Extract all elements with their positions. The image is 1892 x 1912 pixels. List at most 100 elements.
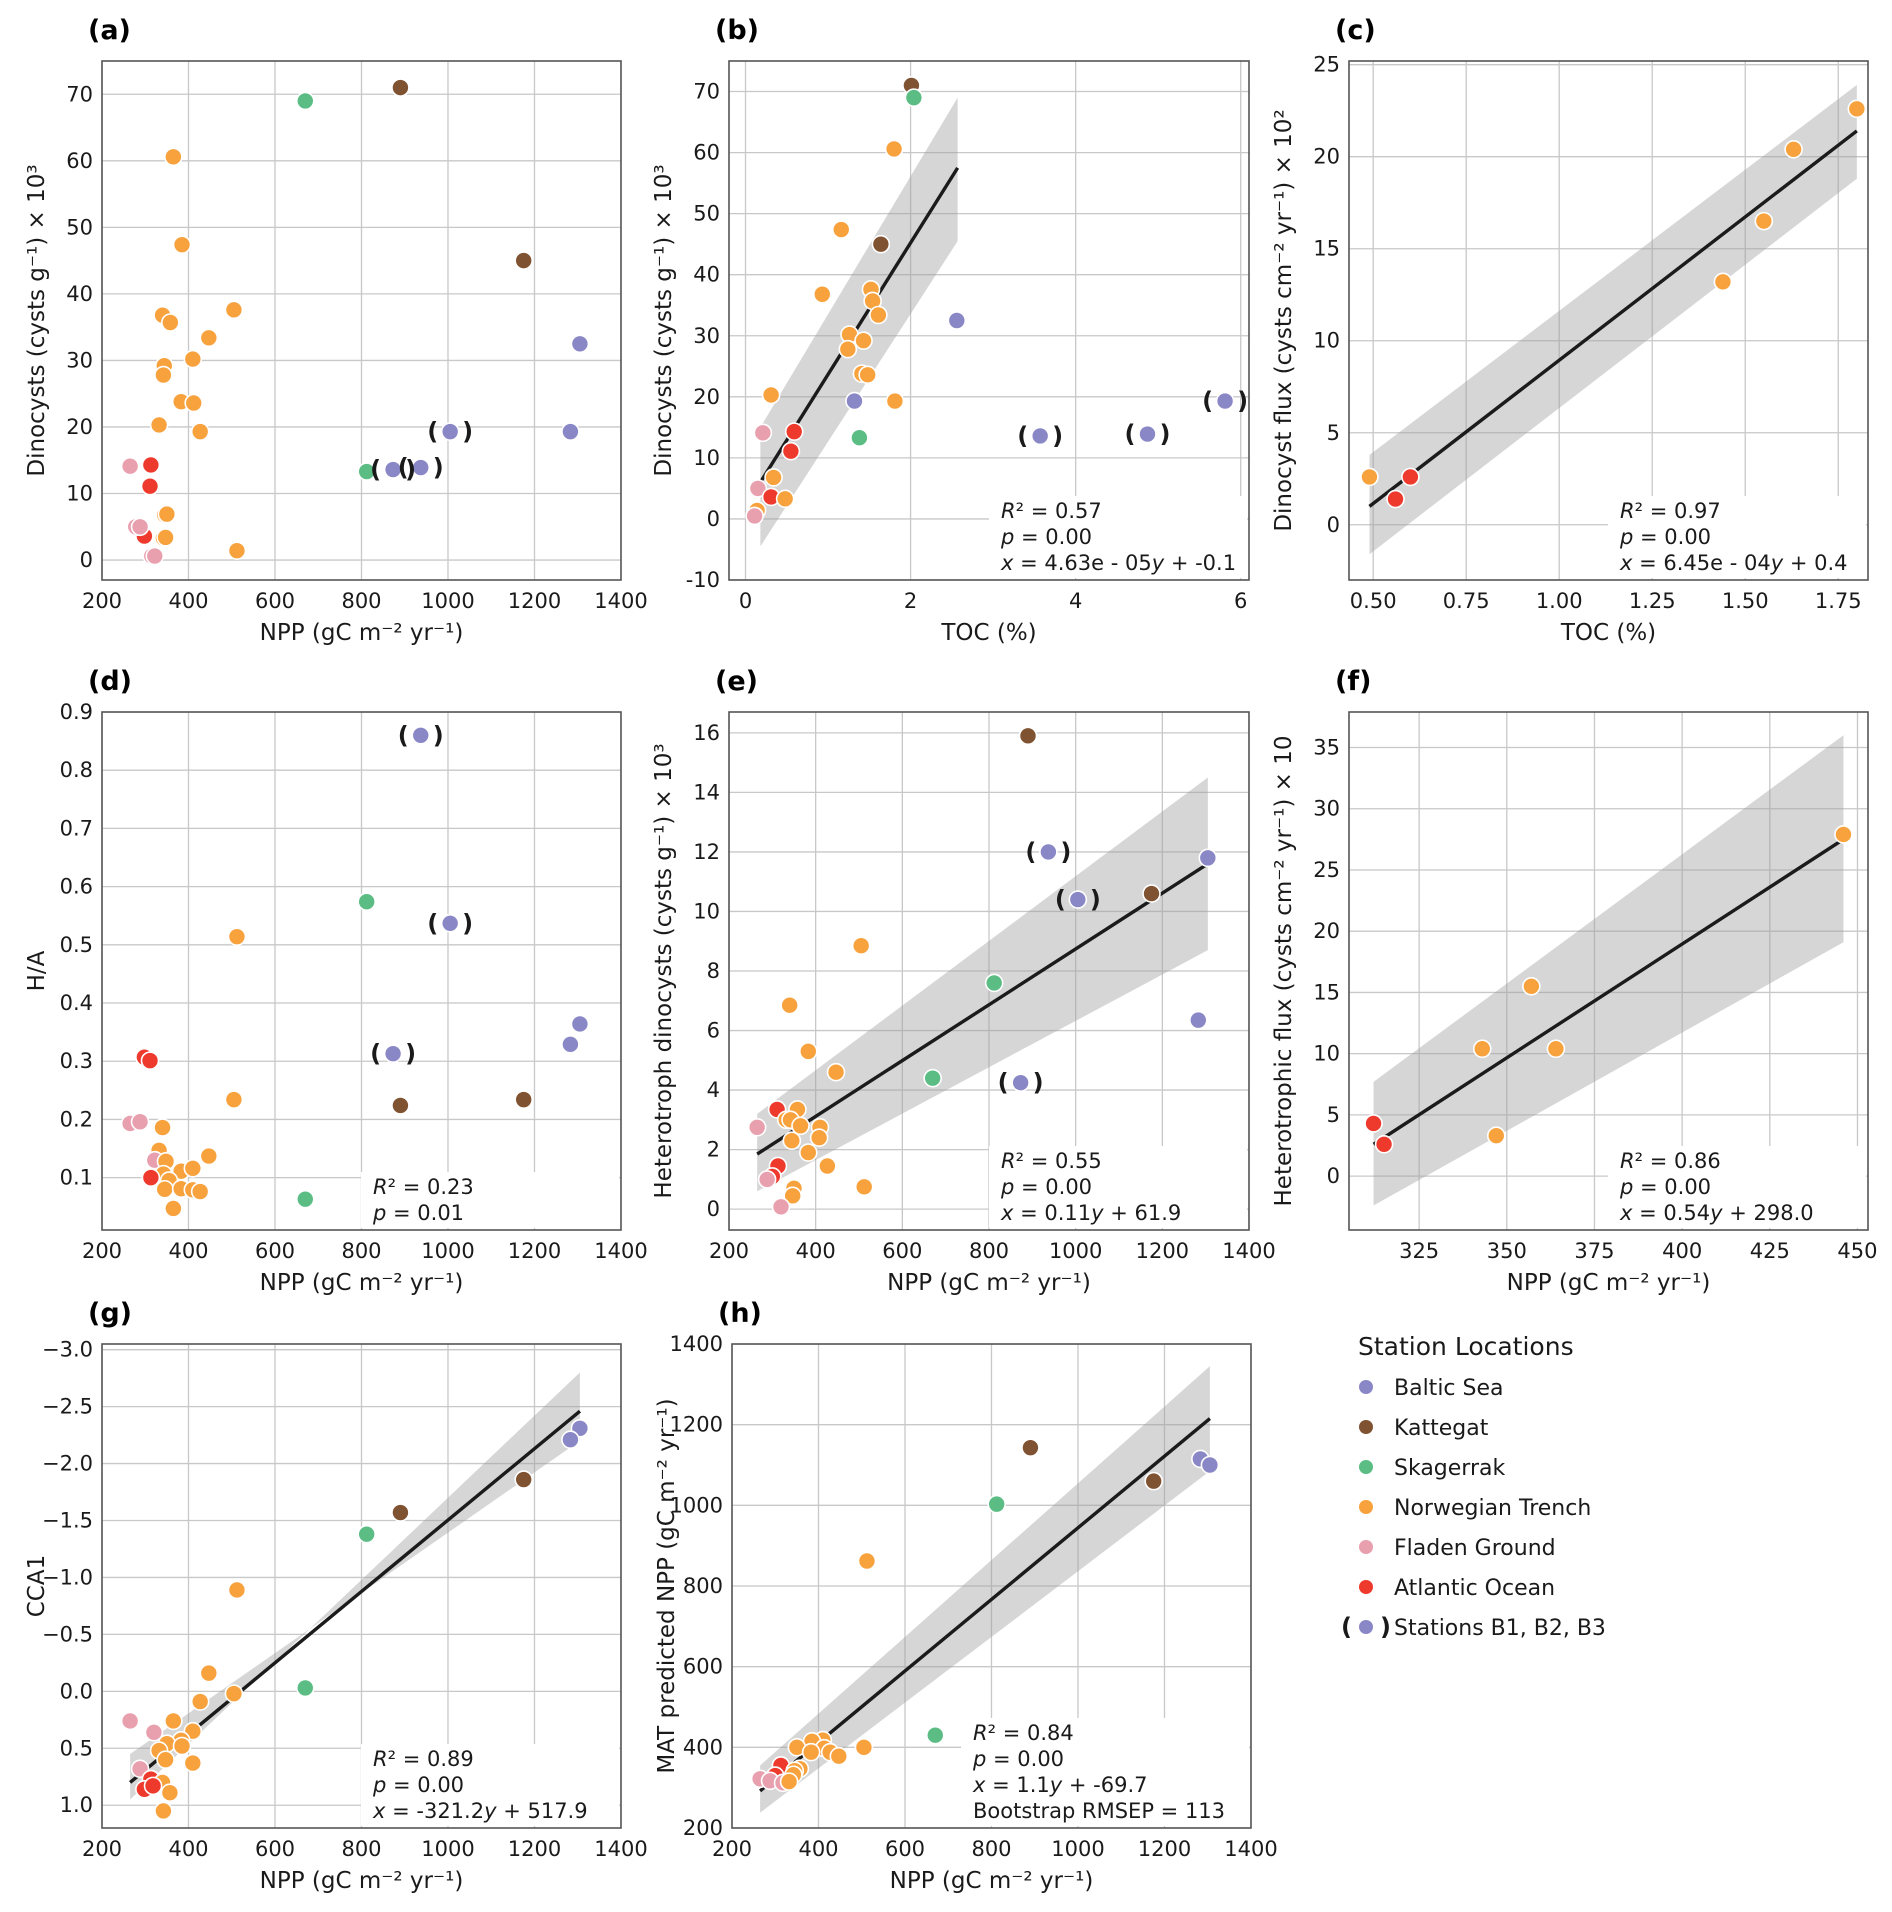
data-point-norwegian (161, 313, 180, 332)
plot-area (1364, 735, 1853, 1206)
y-tick-label: 1.0 (60, 1793, 93, 1817)
legend-marker (1359, 1420, 1373, 1434)
x-tick-label: 400 (1662, 1239, 1702, 1263)
data-point-norwegian (884, 139, 904, 159)
stats-backing (989, 1146, 1247, 1228)
data-point-norwegian (1360, 467, 1379, 487)
y-tick-label: 6 (707, 1019, 720, 1043)
data-point-atlantic (1364, 1114, 1383, 1133)
data-point-b123 (440, 913, 460, 933)
stats-annotation: R² = 0.55p = 0.00x = 0.11y + 61.9 (989, 1146, 1247, 1228)
stat-line: x = 0.54y + 298.0 (1619, 1201, 1814, 1225)
y-tick-label: 20 (66, 415, 93, 439)
data-point-b123 (1011, 1073, 1030, 1092)
data-point-fladen (771, 1197, 791, 1217)
data-point-norwegian (1847, 99, 1867, 119)
y-tick-label: 800 (683, 1574, 723, 1598)
y-tick-label: 10 (66, 482, 93, 506)
data-point-atlantic (140, 476, 160, 496)
x-axis-label: NPP (gC m⁻² yr⁻¹) (887, 1270, 1091, 1296)
stats-backing (1608, 496, 1866, 578)
y-tick-label: 4 (707, 1078, 720, 1102)
x-tick-label: 400 (168, 1239, 208, 1263)
panel-label: (h) (718, 1298, 762, 1329)
bracket-open: ( (398, 721, 409, 749)
legend-label: Fladen Ground (1394, 1536, 1556, 1561)
stat-line: x = -321.2y + 517.9 (372, 1799, 588, 1823)
data-point-baltic (947, 311, 967, 330)
data-point-norwegian (153, 1118, 172, 1137)
data-point-norwegian (1713, 272, 1733, 292)
data-point-norwegian (199, 1146, 219, 1166)
y-tick-label: 2 (707, 1138, 720, 1162)
bracket-close: ) (462, 909, 473, 937)
y-tick-label: 10 (1313, 329, 1340, 353)
panel-h: (h) 200 400 600 800 1000 1200 1400 200 400 600 800 1… (654, 1298, 1278, 1894)
data-point-norwegian (831, 220, 851, 239)
x-tick-label: 1400 (594, 1837, 647, 1861)
data-point-skagerrak (295, 1189, 315, 1209)
bracket-close: ) (1380, 1613, 1391, 1641)
bracket-open: ( (1202, 387, 1213, 415)
data-point-skagerrak (295, 1678, 315, 1698)
data-point-skagerrak (357, 1524, 376, 1544)
y-tick-label: 0.5 (60, 933, 93, 957)
y-tick-label: 70 (66, 82, 93, 106)
stat-line: p = 0.00 (1619, 525, 1711, 549)
bracket-close: ) (405, 456, 416, 484)
data-point-baltic (570, 334, 590, 354)
x-tick-label: 1200 (1136, 1239, 1189, 1263)
y-tick-label: 200 (683, 1816, 723, 1840)
y-tick-label: 16 (693, 721, 720, 745)
data-point-b123 (1068, 890, 1088, 909)
data-point-atlantic (781, 441, 801, 461)
y-tick-label: 0.8 (60, 758, 93, 782)
data-point-baltic (1198, 848, 1218, 868)
plot-area (120, 78, 590, 566)
x-tick-label: 1400 (594, 589, 647, 613)
stat-line: R² = 0.57 (1001, 499, 1102, 523)
data-point-norwegian (183, 1159, 203, 1178)
data-point-atlantic (141, 455, 161, 475)
data-point-norwegian (172, 235, 192, 254)
y-axis-label: Dinocyst flux (cysts cm⁻² yr⁻¹) × 10² (1271, 109, 1297, 531)
data-point-kattegat (1144, 1471, 1163, 1491)
data-point-norwegian (798, 1143, 818, 1162)
bracket-open: ( (998, 1069, 1009, 1097)
stat-line: p = 0.01 (372, 1201, 464, 1225)
data-point-b123 (383, 460, 403, 479)
data-point-fladen (130, 517, 150, 537)
y-tick-label: 10 (693, 899, 720, 923)
y-tick-label: 30 (693, 324, 720, 348)
y-tick-label: 50 (66, 215, 93, 239)
bracket-open: ( (370, 1040, 381, 1068)
y-tick-label: 15 (1313, 237, 1340, 261)
y-tick-label: 600 (683, 1655, 723, 1679)
stats-backing (361, 1172, 619, 1228)
x-tick-label: 600 (255, 1837, 295, 1861)
stats-annotation: R² = 0.84p = 0.00x = 1.1y + -69.7Bootstr… (961, 1718, 1249, 1826)
data-point-skagerrak (357, 462, 376, 481)
bracket-close: ) (1060, 838, 1071, 866)
bracket-close: ) (1090, 886, 1101, 914)
y-tick-label: 0 (80, 548, 93, 572)
legend-label: Baltic Sea (1394, 1376, 1504, 1401)
data-point-b123 (1039, 842, 1058, 862)
y-tick-label: 0 (707, 1197, 720, 1221)
panel-f: (f) 325 350 375 400 425 450 0 5 10 15 20 25 30 35 NPP (… (1271, 666, 1878, 1296)
regression-line (1368, 129, 1858, 508)
x-axis-label: NPP (gC m⁻² yr⁻¹) (890, 1868, 1094, 1894)
data-point-norwegian (172, 1736, 192, 1756)
x-tick-label: 1000 (421, 589, 474, 613)
y-tick-label: 0.3 (60, 1049, 93, 1073)
x-tick-label: 350 (1487, 1239, 1527, 1263)
plot-area (747, 726, 1218, 1217)
stats-backing (989, 496, 1247, 578)
data-point-norwegian (854, 331, 873, 350)
data-point-b123 (440, 422, 460, 441)
y-tick-label: 30 (66, 348, 93, 372)
y-tick-label: 0.9 (60, 700, 93, 724)
bracket-close: ) (433, 721, 444, 749)
x-tick-label: 800 (969, 1239, 1009, 1263)
bracket-open: ( (1025, 838, 1036, 866)
